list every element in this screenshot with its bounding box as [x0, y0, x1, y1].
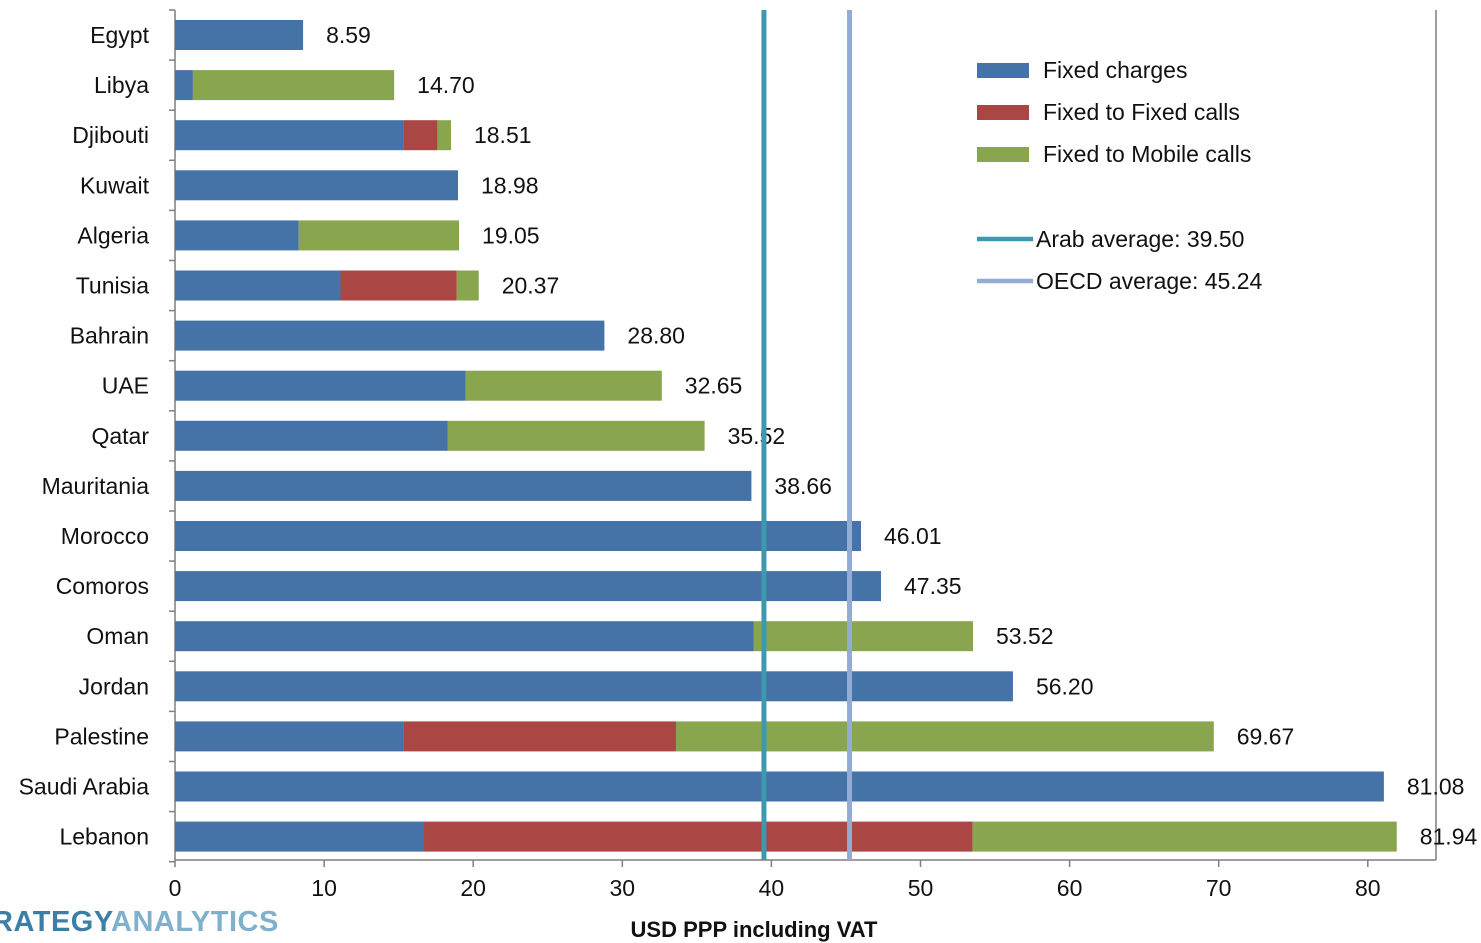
bar-fixed-to-mobile-calls [972, 821, 1397, 852]
bar-fixed-charges [175, 120, 404, 151]
data-label: 47.35 [904, 573, 962, 599]
bar-fixed-charges [175, 821, 424, 852]
category-label: Libya [94, 72, 149, 98]
bar-fixed-to-mobile-calls [192, 70, 395, 101]
bar-fixed-to-mobile-calls [447, 420, 705, 451]
category-label: Mauritania [42, 473, 150, 499]
data-label: 8.59 [326, 22, 371, 48]
data-label: 18.51 [474, 122, 532, 148]
x-tick-label: 80 [1355, 875, 1381, 901]
data-label: 38.66 [774, 473, 832, 499]
category-label: Palestine [54, 723, 149, 749]
bar-fixed-charges [175, 220, 299, 251]
data-label: 18.98 [481, 172, 539, 198]
bar-fixed-charges [175, 20, 304, 50]
legend-label: Fixed charges [1043, 57, 1187, 83]
data-label: 14.70 [417, 72, 475, 98]
data-label: 19.05 [482, 222, 540, 248]
category-label: Djibouti [72, 122, 149, 148]
bar-fixed-charges [175, 721, 404, 752]
x-tick-label: 50 [908, 875, 934, 901]
bar-fixed-charges [175, 621, 754, 652]
legend-label: Fixed to Fixed calls [1043, 99, 1240, 125]
bar-fixed-charges [175, 571, 881, 602]
category-label: Tunisia [76, 273, 149, 299]
data-label: 69.67 [1237, 723, 1295, 749]
x-axis-label: USD PPP including VAT [631, 917, 878, 942]
bar-fixed-charges [175, 370, 466, 401]
x-tick-label: 60 [1057, 875, 1083, 901]
category-label: Comoros [56, 573, 149, 599]
bar-fixed-charges [175, 521, 862, 551]
category-label: Qatar [91, 423, 149, 449]
category-label: Egypt [90, 22, 149, 48]
bar-fixed-to-fixed-calls [423, 821, 973, 852]
bar-fixed-charges [175, 420, 448, 451]
data-label: 81.08 [1407, 774, 1465, 800]
bar-fixed-charges [175, 671, 1013, 702]
category-label: Jordan [79, 673, 149, 699]
category-label: Oman [86, 623, 149, 649]
data-label: 53.52 [996, 623, 1054, 649]
x-tick-label: 70 [1206, 875, 1232, 901]
bar-fixed-charges [175, 771, 1384, 802]
legend-swatch [977, 147, 1029, 162]
data-label: 28.80 [627, 323, 685, 349]
legend-label: OECD average: 45.24 [1036, 268, 1263, 294]
category-label: Bahrain [70, 323, 149, 349]
legend-swatch [977, 105, 1029, 120]
legend: Fixed charges Fixed to Fixed calls Fixed t… [977, 57, 1263, 294]
category-label: Lebanon [59, 824, 149, 850]
plot-area: 0 10 20 30 40 50 60 70 80 Egypt 8.59 Libya 14.70 Djib… [19, 9, 1478, 901]
bar-fixed-to-fixed-calls [403, 721, 676, 752]
category-label: Saudi Arabia [19, 774, 150, 800]
x-tick-label: 30 [610, 875, 636, 901]
bar-fixed-charges [175, 70, 193, 101]
bar-fixed-to-mobile-calls [465, 370, 662, 401]
bar-fixed-charges [175, 170, 458, 201]
category-label: Morocco [61, 523, 149, 549]
bar-fixed-charges [175, 470, 752, 501]
data-label: 35.52 [728, 423, 786, 449]
legend-label: Arab average: 39.50 [1036, 226, 1244, 252]
category-label: Kuwait [80, 172, 150, 198]
legend-label: Fixed to Mobile calls [1043, 141, 1251, 167]
bar-fixed-to-mobile-calls [675, 721, 1214, 752]
bar-fixed-to-mobile-calls [437, 120, 451, 151]
data-label: 20.37 [502, 273, 560, 299]
category-label: Algeria [77, 222, 149, 248]
brand-logo: RATEGYANALYTICS [0, 906, 279, 938]
category-label: UAE [102, 373, 149, 399]
bar-fixed-to-fixed-calls [340, 270, 457, 301]
data-label: 32.65 [685, 373, 743, 399]
x-tick-label: 0 [169, 875, 182, 901]
x-tick-label: 40 [759, 875, 785, 901]
bar-fixed-to-mobile-calls [753, 621, 973, 652]
data-label: 46.01 [884, 523, 942, 549]
bar-fixed-to-mobile-calls [298, 220, 460, 251]
bar-fixed-charges [175, 270, 341, 301]
bar-fixed-to-fixed-calls [403, 120, 438, 151]
bar-fixed-charges [175, 320, 605, 351]
legend-swatch [977, 63, 1029, 78]
x-tick-label: 20 [460, 875, 486, 901]
data-label: 56.20 [1036, 673, 1094, 699]
data-label: 81.94 [1420, 824, 1478, 850]
bar-fixed-to-mobile-calls [456, 270, 479, 301]
x-tick-label: 10 [311, 875, 337, 901]
